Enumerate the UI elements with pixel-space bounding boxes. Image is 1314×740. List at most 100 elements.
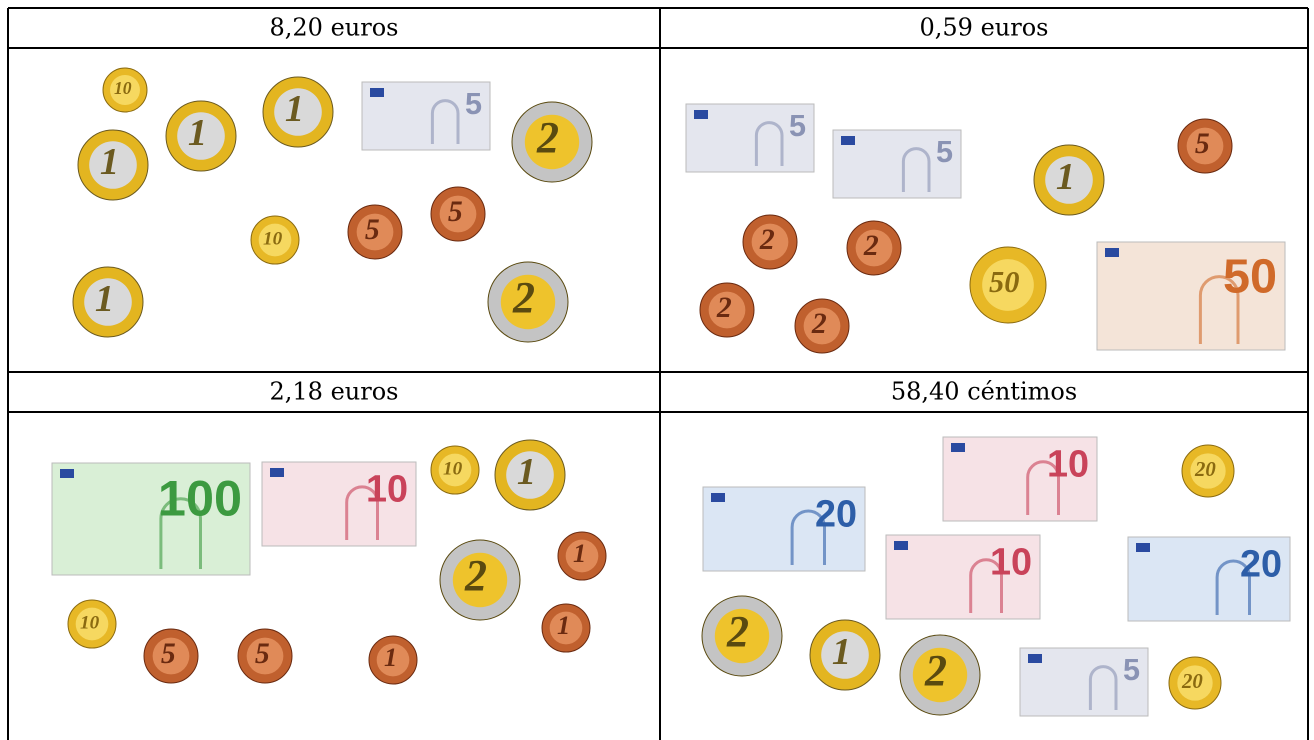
coin-value: 10 [263, 228, 283, 249]
coin-value: 2 [759, 224, 775, 256]
coin-value: 1 [557, 610, 570, 640]
coin-value: 5 [255, 638, 270, 670]
banknote-value: 5 [936, 135, 953, 169]
coin-value: 5 [365, 214, 380, 246]
coin-value: 1 [100, 141, 119, 183]
coin: 5 [144, 629, 198, 683]
banknote: 5 [833, 130, 961, 198]
banknote-flag [270, 468, 284, 477]
worksheet: 8,20 euros 0,59 euros 2,18 euros 58,40 c… [0, 0, 1314, 740]
coin: 20 [1169, 657, 1221, 709]
coin-value: 2 [512, 273, 535, 322]
coin-value: 5 [1195, 128, 1210, 160]
banknote-flag [60, 469, 74, 478]
coin-value: 20 [1181, 670, 1203, 693]
coin-value: 10 [443, 458, 463, 479]
coin: 1 [73, 267, 143, 337]
coin: 10 [103, 68, 147, 112]
cell-header: 8,20 euros [270, 14, 399, 42]
banknote: 20 [703, 487, 865, 571]
coin-value: 1 [188, 112, 207, 154]
coin: 1 [263, 77, 333, 147]
coin: 1 [166, 101, 236, 171]
banknote-value: 5 [789, 109, 806, 143]
coin: 1 [558, 532, 606, 580]
banknote: 10 [886, 535, 1040, 619]
banknote-value: 5 [465, 87, 482, 121]
banknote: 5 [1020, 648, 1148, 716]
coin-value: 10 [80, 612, 100, 633]
banknote-flag [951, 443, 965, 452]
coin: 1 [369, 636, 417, 684]
coin-value: 1 [517, 451, 536, 493]
coin: 5 [348, 205, 402, 259]
coin: 1 [78, 130, 148, 200]
banknote-value: 100 [158, 470, 242, 527]
coin: 10 [431, 446, 479, 494]
coin: 1 [495, 440, 565, 510]
banknote-value: 20 [1240, 543, 1282, 585]
banknote-flag [370, 88, 384, 97]
coin-value: 1 [95, 278, 114, 320]
banknote-value: 10 [1047, 443, 1089, 485]
coin: 2 [900, 635, 980, 715]
coin: 5 [1178, 119, 1232, 173]
banknote: 5 [362, 82, 490, 150]
banknote: 10 [943, 437, 1097, 521]
coin: 1 [1034, 145, 1104, 215]
coin-value: 1 [832, 631, 851, 673]
banknote-flag [841, 136, 855, 145]
coin-value: 2 [863, 230, 879, 262]
banknote-flag [1105, 248, 1119, 257]
coin-value: 5 [161, 638, 176, 670]
coin: 10 [68, 600, 116, 648]
banknote-flag [894, 541, 908, 550]
banknote: 5 [686, 104, 814, 172]
banknote: 100 [52, 463, 250, 575]
banknote-value: 50 [1223, 250, 1277, 304]
coin-value: 20 [1194, 458, 1216, 481]
coin-value: 1 [384, 642, 397, 672]
coin-value: 2 [924, 646, 947, 695]
coin-value: 2 [536, 113, 559, 162]
coin: 50 [970, 247, 1046, 323]
coin: 2 [795, 299, 849, 353]
banknote-flag [1136, 543, 1150, 552]
banknote-value: 10 [990, 541, 1032, 583]
coin-value: 2 [726, 607, 749, 656]
coin: 2 [847, 221, 901, 275]
coin-value: 2 [464, 551, 487, 600]
banknote: 20 [1128, 537, 1290, 621]
cell-header: 2,18 euros [270, 378, 399, 406]
coin: 2 [488, 262, 568, 342]
coin: 1 [810, 620, 880, 690]
banknote-value: 20 [815, 493, 857, 535]
coin-value: 1 [573, 538, 586, 568]
coin: 2 [743, 215, 797, 269]
banknote-value: 10 [366, 468, 408, 510]
cell-header: 58,40 céntimos [891, 378, 1077, 406]
banknote: 50 [1097, 242, 1285, 350]
coin-value: 5 [448, 196, 463, 228]
coin: 2 [702, 596, 782, 676]
coin: 2 [512, 102, 592, 182]
banknote-flag [1028, 654, 1042, 663]
banknote-value: 5 [1123, 653, 1140, 687]
banknote-flag [694, 110, 708, 119]
coin-value: 2 [811, 308, 827, 340]
banknote-flag [711, 493, 725, 502]
cell-header: 0,59 euros [920, 14, 1049, 42]
coin: 2 [700, 283, 754, 337]
coin: 2 [440, 540, 520, 620]
coin-value: 50 [989, 265, 1019, 299]
coin: 10 [251, 216, 299, 264]
coin: 5 [238, 629, 292, 683]
coin: 1 [542, 604, 590, 652]
coin: 20 [1182, 445, 1234, 497]
banknote: 10 [262, 462, 416, 546]
coin-value: 2 [716, 292, 732, 324]
coin-value: 1 [285, 88, 304, 130]
coin: 5 [431, 187, 485, 241]
coin-value: 1 [1056, 156, 1075, 198]
coin-value: 10 [114, 78, 132, 98]
